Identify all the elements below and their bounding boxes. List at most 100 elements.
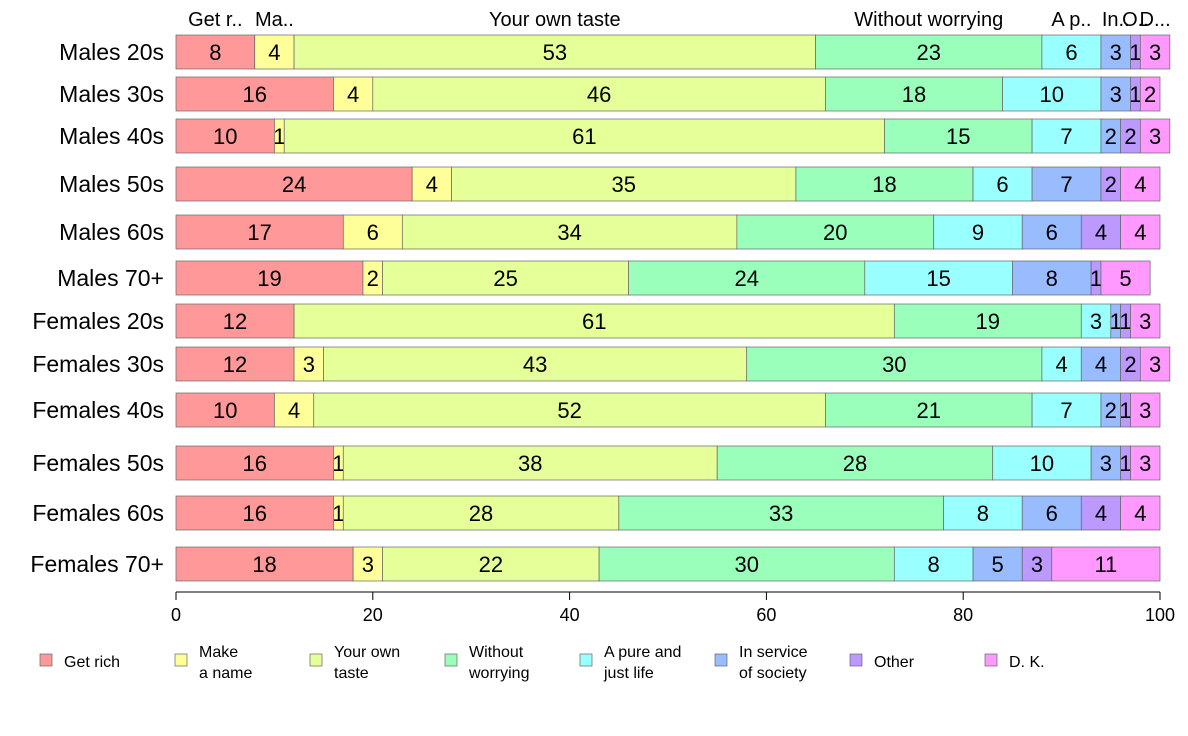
bar-row: 8 4 53 23 6 3 1 3 <box>175 34 1171 70</box>
data-label: 2 <box>1124 352 1136 377</box>
data-label: 3 <box>1100 451 1112 476</box>
legend-label-line: Without <box>469 644 524 661</box>
category-label: Females 20s <box>32 308 164 334</box>
data-label: 25 <box>493 266 517 291</box>
data-label: 2 <box>1105 124 1117 149</box>
data-label: 19 <box>257 266 281 291</box>
bar-segment <box>175 495 334 531</box>
data-label: 1 <box>273 124 285 149</box>
bar-segment <box>175 346 295 382</box>
data-label: 15 <box>946 124 970 149</box>
legend-label: A pure and just life <box>603 644 681 682</box>
bar-segment <box>1100 34 1131 70</box>
bar-segment <box>992 445 1092 481</box>
data-label: 3 <box>303 352 315 377</box>
data-label: 4 <box>1134 501 1146 526</box>
bar-segment <box>333 76 374 112</box>
bar-segment <box>1120 166 1161 202</box>
data-label: 8 <box>928 552 940 577</box>
bar-segment <box>972 546 1023 582</box>
bar-segment <box>1021 495 1082 531</box>
bar-segment <box>382 546 600 582</box>
data-label: 4 <box>1055 352 1067 377</box>
legend-swatch <box>309 653 323 667</box>
data-label: 30 <box>734 552 758 577</box>
bar-row: 12 61 19 3 11 3 <box>175 303 1161 339</box>
data-label: 7 <box>1060 398 1072 423</box>
bar-row: 17 6 34 20 9 6 4 4 <box>175 214 1161 250</box>
data-label: 24 <box>282 172 306 197</box>
bar-segment <box>1130 445 1161 481</box>
bar-segment <box>893 303 1082 339</box>
data-label: 33 <box>769 501 793 526</box>
legend-label: Other <box>874 654 915 671</box>
data-label: 16 <box>242 451 266 476</box>
category-label: Males 20s <box>59 39 164 65</box>
bar-segment <box>1021 214 1082 250</box>
data-label: 8 <box>209 40 221 65</box>
bar-segment <box>175 546 354 582</box>
bar-segment <box>618 495 944 531</box>
bar-segment <box>1120 214 1161 250</box>
bar-segment <box>293 34 816 70</box>
x-tick-label: 60 <box>756 605 776 625</box>
legend-swatch <box>849 653 863 667</box>
data-label: 2 <box>1144 82 1156 107</box>
data-label: 4 <box>1095 220 1107 245</box>
bar-segment <box>175 214 344 250</box>
legend-label-line: a name <box>199 665 252 682</box>
bar-segment <box>1021 546 1053 582</box>
legend-label-line: Get rich <box>64 654 120 671</box>
category-labels: Males 20s Males 30s Males 40s Males 50s Male… <box>30 39 164 577</box>
bar-segment <box>1130 303 1161 339</box>
top-series-label: D... <box>1140 9 1171 31</box>
data-label: 6 <box>367 220 379 245</box>
data-label: 43 <box>523 352 547 377</box>
x-tick-label: 100 <box>1145 605 1175 625</box>
top-series-labels: Get r.. Ma.. Your own taste Without worryin… <box>188 9 1171 31</box>
legend-item: Get rich <box>39 653 120 671</box>
data-label: 3 <box>1149 40 1161 65</box>
data-label: 4 <box>268 40 280 65</box>
bar-segment <box>1139 34 1171 70</box>
category-label: Females 30s <box>32 351 164 377</box>
bar-row: 12 3 43 30 4 4 2 3 <box>175 346 1171 382</box>
data-label: 4 <box>347 82 359 107</box>
bar-segment <box>716 445 994 481</box>
legend-label-line: of society <box>739 665 807 682</box>
data-label: 3 <box>1139 398 1151 423</box>
legend-swatch <box>579 653 593 667</box>
bar-segment <box>864 260 1013 296</box>
data-label: 18 <box>252 552 276 577</box>
data-label: 7 <box>1060 172 1072 197</box>
x-tick-label: 40 <box>560 605 580 625</box>
data-label: 1 <box>1129 82 1141 107</box>
category-label: Males 70+ <box>57 265 164 291</box>
data-label: 6 <box>1046 501 1058 526</box>
top-series-label: Without worrying <box>854 9 1003 31</box>
category-label: Males 30s <box>59 81 164 107</box>
bar-segment <box>825 392 1033 428</box>
data-label: 18 <box>872 172 896 197</box>
bar-row: 18 3 22 30 8 5 3 11 <box>175 546 1161 582</box>
data-label: 24 <box>734 266 758 291</box>
bar-segment <box>1130 392 1161 428</box>
legend: Get rich Make a name Your own taste Without wo… <box>39 644 1045 682</box>
category-label: Males 60s <box>59 219 164 245</box>
data-label: 10 <box>1040 82 1064 107</box>
bar-segment <box>175 34 256 70</box>
legend-item: Make a name <box>174 644 252 682</box>
bar-row: 16 4 46 18 10 3 1 2 <box>175 76 1161 112</box>
legend-label: Your own taste <box>334 644 400 682</box>
category-label: Females 40s <box>32 397 164 423</box>
data-label: 4 <box>426 172 438 197</box>
bar-segment <box>1120 495 1161 531</box>
x-axis: 0 20 40 60 80 100 <box>171 591 1175 625</box>
legend-label: In service of society <box>739 644 808 682</box>
bar-segment <box>1080 495 1121 531</box>
bar-segment <box>1031 166 1102 202</box>
data-label: 19 <box>976 309 1000 334</box>
legend-label: Without worrying <box>468 644 529 682</box>
legend-label-line: worrying <box>468 665 529 682</box>
